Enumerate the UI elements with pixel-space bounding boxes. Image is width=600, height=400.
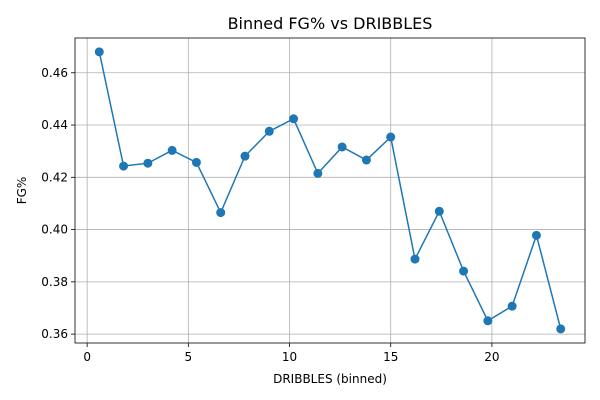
data-point: [337, 142, 347, 152]
data-point: [386, 132, 396, 142]
y-axis-label: FG%: [15, 177, 29, 205]
x-tick-label: 0: [83, 350, 91, 364]
data-point: [94, 47, 104, 57]
y-tick-label: 0.42: [41, 170, 68, 184]
x-tick-label: 10: [282, 350, 297, 364]
data-point: [289, 114, 299, 124]
data-point: [507, 301, 517, 311]
data-point: [167, 145, 177, 155]
y-tick-label: 0.40: [41, 223, 68, 237]
data-point: [556, 324, 566, 334]
data-point: [531, 230, 541, 240]
data-point: [216, 208, 226, 218]
y-tick-label: 0.46: [41, 66, 68, 80]
data-point: [313, 168, 323, 178]
data-point: [191, 157, 201, 167]
plot-frame: [74, 37, 586, 344]
data-point: [410, 254, 420, 264]
x-tick-label: 20: [484, 350, 499, 364]
x-tick-label: 15: [383, 350, 398, 364]
series-line: [98, 51, 562, 330]
data-point: [434, 206, 444, 216]
data-point: [119, 161, 129, 171]
series-layer: [94, 47, 566, 334]
y-tick-label: 0.44: [41, 118, 68, 132]
x-tick-label: 5: [185, 350, 193, 364]
data-point: [361, 155, 371, 165]
y-tick-label: 0.36: [41, 327, 68, 341]
data-point: [483, 316, 493, 326]
data-point: [240, 151, 250, 161]
data-point: [143, 158, 153, 168]
chart-title: Binned FG% vs DRIBBLES: [228, 14, 433, 33]
y-tick-label: 0.38: [41, 275, 68, 289]
y-axis-ticks: 0.36 0.38 0.40 0.42 0.44 0.46: [41, 66, 75, 341]
grid-layer: [75, 38, 585, 343]
data-point: [264, 126, 274, 136]
data-point: [459, 266, 469, 276]
x-axis-label: DRIBBLES (binned): [273, 372, 387, 386]
x-axis-ticks: 0 5 10 15 20: [83, 343, 500, 364]
